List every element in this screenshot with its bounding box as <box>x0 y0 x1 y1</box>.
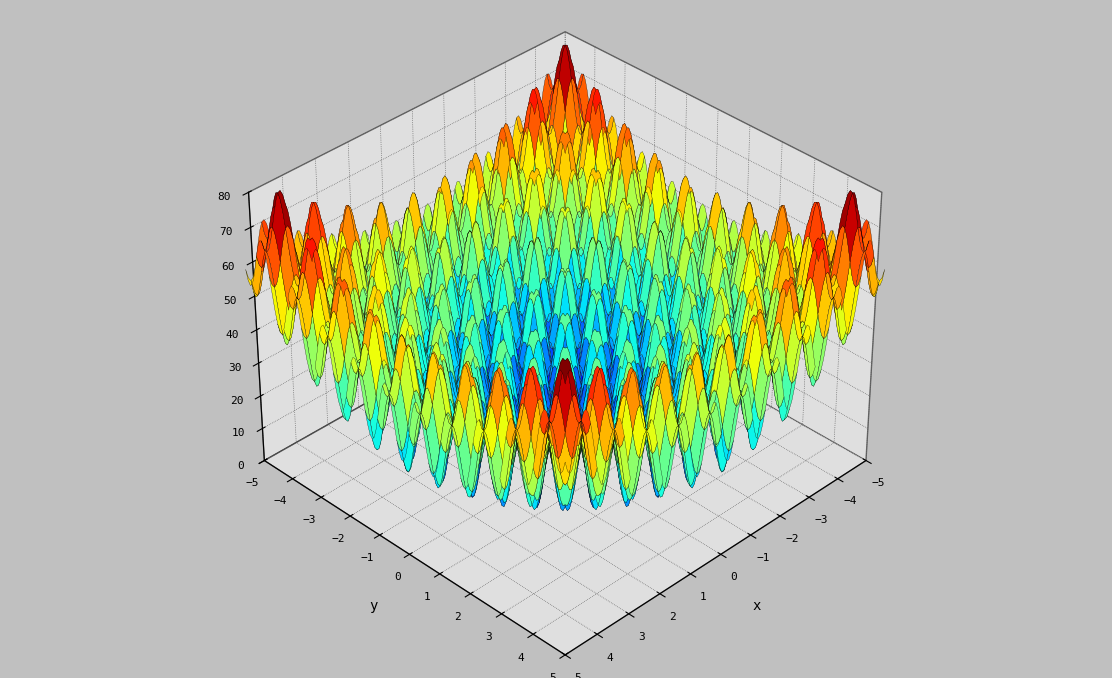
Y-axis label: y: y <box>369 599 378 613</box>
X-axis label: x: x <box>753 599 761 613</box>
